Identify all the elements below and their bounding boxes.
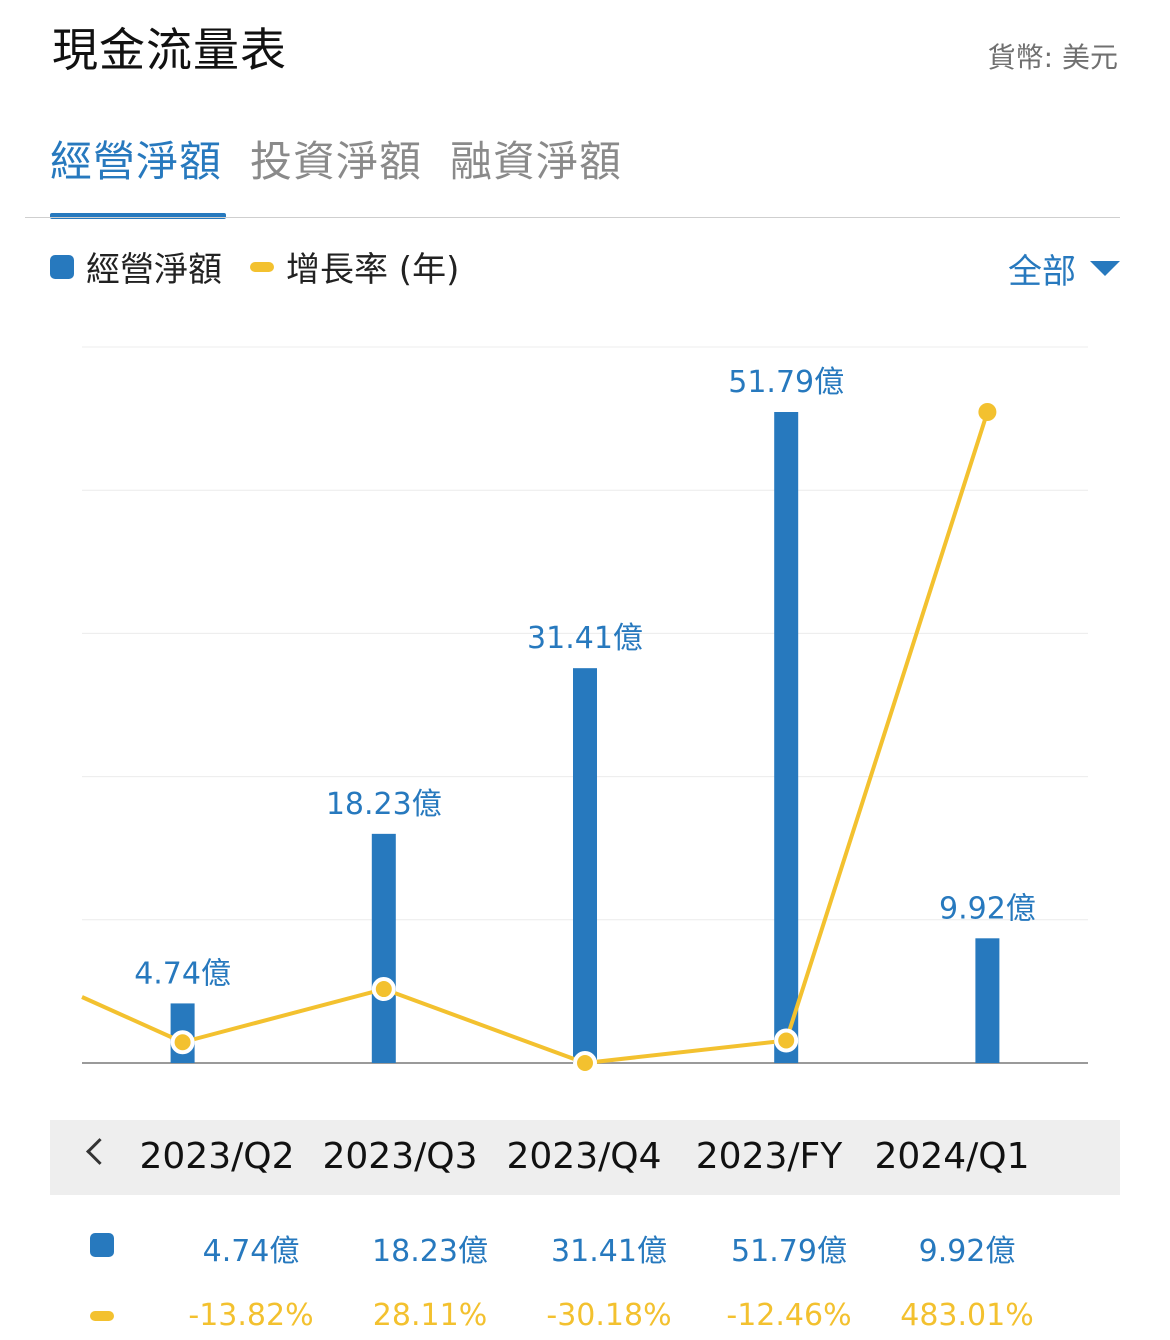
bar-operating-net [573, 668, 597, 1063]
legend-line-swatch [250, 261, 274, 272]
legend-item-operating: 經營淨額 [50, 242, 222, 291]
amount-value: 9.92億 [918, 1234, 1016, 1269]
growth-point [371, 977, 396, 1002]
tabs-divider [25, 217, 1120, 218]
chart-legend: 經營淨額 增長率 (年) [50, 242, 487, 291]
amount-value: 31.41億 [551, 1234, 667, 1269]
row-amount-swatch [90, 1233, 114, 1257]
bar-value-label: 9.92億 [939, 891, 1036, 926]
period-label-2023-fy[interactable]: 2023/FY [695, 1136, 843, 1177]
chevron-left-icon[interactable] [86, 1138, 113, 1165]
growth-value: -12.46% [726, 1298, 852, 1333]
tab-investing[interactable]: 投資淨額 [250, 137, 423, 186]
growth-point [774, 1028, 799, 1053]
growth-point [573, 1051, 597, 1075]
growth-value: -30.18% [546, 1298, 672, 1333]
growth-point [978, 403, 997, 421]
legend-line-label: 增長率 (年) [286, 250, 460, 290]
period-label-2023-q2[interactable]: 2023/Q2 [139, 1136, 295, 1177]
currency-label: 貨幣: 美元 [987, 41, 1118, 74]
tab-operating[interactable]: 經營淨額 [50, 128, 227, 219]
period-label-2023-q3[interactable]: 2023/Q3 [322, 1136, 478, 1177]
tab-financing[interactable]: 融資淨額 [450, 137, 623, 186]
amount-value: 4.74億 [202, 1234, 300, 1269]
growth-value: -13.82% [188, 1298, 314, 1333]
legend-item-growth: 增長率 (年) [250, 242, 459, 291]
statement-tabs: 經營淨額 投資淨額 融資淨額 [50, 128, 622, 219]
amount-value: 51.79億 [731, 1234, 847, 1269]
bar-value-label: 51.79億 [728, 365, 844, 400]
bar-value-label: 31.41億 [527, 621, 643, 656]
legend-bar-swatch [50, 254, 74, 279]
bar-operating-net [774, 412, 799, 1063]
page-title: 現金流量表 [52, 23, 287, 77]
growth-value: 28.11% [372, 1298, 488, 1333]
period-label-2023-q4[interactable]: 2023/Q4 [506, 1136, 662, 1177]
bar-operating-net [371, 833, 396, 1063]
bar-value-label: 18.23億 [326, 787, 442, 822]
period-filter-label: 全部 [1008, 252, 1076, 292]
bar-operating-net [975, 938, 1000, 1063]
period-filter-dropdown[interactable]: 全部 [1008, 244, 1120, 293]
growth-value: 483.01% [900, 1298, 1034, 1333]
cashflow-chart: 4.74億 18.23億 31.41億 51.79億 9.92億 [81, 346, 1088, 1075]
caret-down-icon [1090, 261, 1120, 276]
bar-value-label: 4.74億 [134, 956, 231, 991]
growth-point [170, 1030, 195, 1055]
row-growth-swatch [90, 1311, 114, 1321]
period-label-2024-q1[interactable]: 2024/Q1 [874, 1136, 1030, 1177]
growth-line-lead-segment [81, 995, 184, 1045]
period-selector: 2023/Q2 2023/Q3 2023/Q4 2023/FY 2024/Q1 [50, 1120, 1120, 1195]
amount-value: 18.23億 [372, 1234, 488, 1269]
legend-bar-label: 經營淨額 [86, 250, 222, 290]
